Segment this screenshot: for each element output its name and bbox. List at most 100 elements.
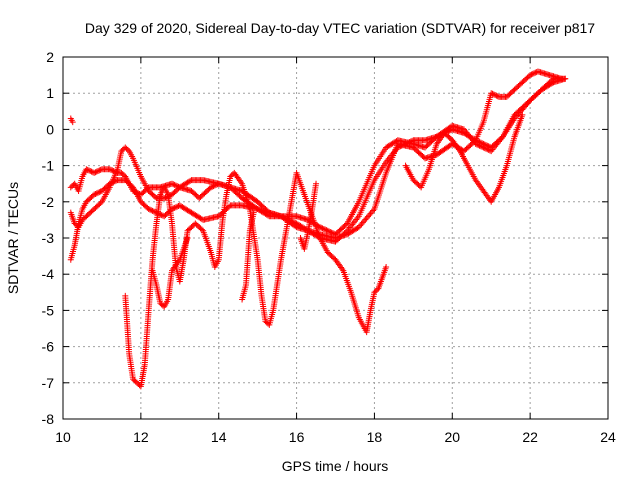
data-point [226, 203, 233, 210]
y-tick-label: -4 [42, 266, 55, 282]
x-tick-label: 10 [55, 429, 71, 445]
data-point [488, 90, 495, 97]
data-point [170, 181, 177, 188]
data-point [481, 141, 488, 148]
data-point [96, 189, 103, 196]
x-tick-label: 22 [522, 429, 538, 445]
data-point [156, 210, 163, 217]
data-point [128, 183, 135, 190]
data-point [85, 167, 92, 174]
y-tick-label: 0 [46, 121, 54, 137]
data-point [490, 91, 497, 98]
data-point [383, 263, 390, 270]
data-point [316, 224, 323, 231]
y-axis-label: SDTVAR / TECUs [5, 182, 21, 294]
data-point [319, 225, 326, 232]
data-point [95, 168, 102, 175]
data-point [184, 235, 191, 241]
data-point [324, 227, 331, 234]
y-tick-label: -6 [42, 339, 55, 355]
data-point [433, 133, 440, 140]
data-point [445, 128, 452, 135]
series-arc-3 [67, 68, 565, 263]
data-point [93, 190, 100, 197]
y-tick-label: -8 [42, 411, 55, 427]
data-point [558, 75, 565, 82]
data-point [91, 191, 98, 198]
data-point [476, 139, 483, 146]
data-point [489, 90, 496, 97]
data-point [288, 218, 295, 225]
data-point [106, 180, 113, 187]
data-point [124, 146, 131, 153]
data-point [83, 166, 90, 173]
data-point [187, 177, 194, 184]
data-point [84, 166, 91, 173]
x-axis-label: GPS time / hours [282, 458, 389, 474]
data-point [111, 178, 118, 185]
data-point [149, 207, 156, 214]
data-point [69, 119, 76, 126]
data-point [106, 166, 113, 173]
data-point [492, 92, 499, 99]
y-tick-label: -7 [42, 375, 55, 391]
data-point [446, 127, 453, 134]
data-point [88, 168, 95, 175]
data-point [527, 72, 534, 79]
data-point [92, 190, 99, 197]
data-point [169, 180, 175, 187]
data-point [486, 143, 493, 150]
data-point [374, 286, 381, 293]
data-point [162, 194, 169, 201]
data-point [145, 206, 152, 213]
data-point [146, 206, 153, 213]
data-point [171, 204, 178, 211]
data-point [198, 226, 205, 233]
data-point [97, 166, 104, 173]
data-point [529, 70, 536, 77]
data-point [109, 179, 116, 186]
data-point [110, 178, 117, 185]
data-point [92, 169, 99, 176]
data-point [484, 142, 491, 149]
x-tick-label: 20 [444, 429, 460, 445]
y-tick-label: -1 [42, 158, 55, 174]
y-tick-label: -3 [42, 230, 55, 246]
data-point [549, 80, 556, 87]
data-point [95, 189, 102, 196]
data-point [171, 181, 178, 188]
data-point [96, 167, 103, 174]
data-point [278, 213, 284, 220]
x-tick-label: 12 [133, 429, 149, 445]
data-point [531, 70, 538, 77]
y-tick-label: -5 [42, 302, 55, 318]
series-arc-5 [67, 111, 526, 310]
data-point [290, 219, 297, 226]
y-tick-label: -2 [42, 194, 55, 210]
data-point [172, 182, 179, 189]
data-point [498, 134, 505, 141]
data-point [157, 211, 164, 218]
data-point [342, 221, 349, 228]
data-point [483, 142, 490, 149]
data-point [323, 227, 330, 234]
data-point [494, 93, 501, 100]
data-point [326, 228, 333, 235]
grid-lines [63, 57, 608, 419]
data-point [480, 140, 487, 147]
data-point [280, 214, 287, 221]
data-point [172, 204, 179, 211]
x-tick-label: 16 [289, 429, 305, 445]
data-point [279, 213, 286, 220]
data-point [152, 209, 159, 216]
data-point [250, 209, 257, 216]
data-point [289, 218, 296, 225]
data-point [322, 226, 329, 233]
data-point [113, 177, 120, 184]
data-point [477, 139, 484, 146]
data-point [493, 92, 500, 99]
data-point [159, 212, 166, 219]
data-point [320, 225, 327, 232]
